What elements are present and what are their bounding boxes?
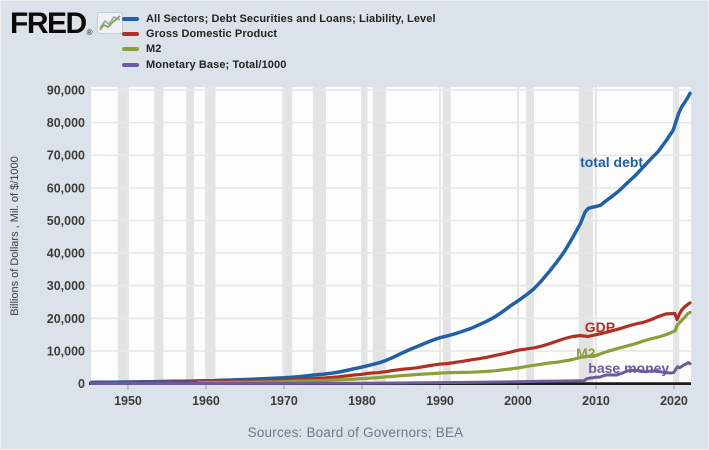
y-tick-label: 60,000 xyxy=(47,181,85,195)
recession-band xyxy=(312,87,326,383)
y-tick-label: 20,000 xyxy=(47,312,85,326)
annotation-base-money: base money xyxy=(588,360,669,376)
x-tick-label: 1970 xyxy=(270,394,298,408)
recession-band xyxy=(186,87,194,383)
recession-band xyxy=(206,87,216,383)
series-line-base-money xyxy=(89,361,692,385)
recession-band xyxy=(282,87,293,383)
legend-label: All Sectors; Debt Securities and Loans; … xyxy=(146,12,436,25)
x-tick-label: 2010 xyxy=(582,394,610,408)
recession-band xyxy=(526,87,534,383)
x-tick-label: 2000 xyxy=(504,394,532,408)
annotation-M2: M2 xyxy=(576,345,596,361)
recession-band xyxy=(442,87,451,383)
y-tick-label: 50,000 xyxy=(47,214,85,228)
recession-band xyxy=(372,87,386,383)
x-tick-label: 1990 xyxy=(426,394,454,408)
x-tick-label: 1950 xyxy=(114,394,142,408)
y-tick-label: 90,000 xyxy=(47,84,85,98)
x-tick-label: 2020 xyxy=(660,394,688,408)
plot-area[interactable] xyxy=(91,87,691,385)
y-tick-label: 80,000 xyxy=(47,116,85,130)
series-line-M2 xyxy=(196,310,692,385)
fred-logo[interactable]: FRED ® xyxy=(10,7,123,40)
x-tick-label: 1980 xyxy=(348,394,376,408)
legend-item-m2: M2 xyxy=(122,42,436,57)
registered-mark: ® xyxy=(86,28,93,37)
y-tick-label: 0 xyxy=(78,377,85,391)
recession-band xyxy=(360,87,368,383)
legend-swatch-total-debt xyxy=(122,16,139,21)
recession-band xyxy=(673,87,680,383)
y-axis-title: Billions of Dollars , Mil. of $/1000 xyxy=(9,156,21,316)
x-tick-label: 1960 xyxy=(192,394,220,408)
y-tick-label: 40,000 xyxy=(47,247,85,261)
legend-item-total-debt: All Sectors; Debt Securities and Loans; … xyxy=(122,11,436,26)
fred-sparkline-icon xyxy=(96,12,123,34)
legend-swatch-gdp xyxy=(122,32,139,37)
legend-swatch-m2 xyxy=(122,47,139,52)
y-tick-label: 70,000 xyxy=(47,149,85,163)
annotation-GDP: GDP xyxy=(585,319,615,335)
recession-band xyxy=(117,87,128,383)
recession-band xyxy=(578,87,594,383)
legend-swatch-monetary-base xyxy=(122,62,139,67)
legend-label: Gross Domestic Product xyxy=(146,28,278,41)
legend-label: M2 xyxy=(146,43,162,56)
annotation-total-debt: total debt xyxy=(580,154,643,170)
legend-item-monetary-base: Monetary Base; Total/1000 xyxy=(122,57,436,72)
legend-label: Monetary Base; Total/1000 xyxy=(146,58,287,71)
recession-band xyxy=(154,87,164,383)
legend-item-gdp: Gross Domestic Product xyxy=(122,26,436,41)
source-note: Sources: Board of Governors; BEA xyxy=(247,425,464,440)
chart-legend: All Sectors; Debt Securities and Loans; … xyxy=(122,11,436,73)
y-tick-label: 30,000 xyxy=(47,279,85,293)
y-tick-label: 10,000 xyxy=(47,344,85,358)
fred-logo-text: FRED xyxy=(10,7,87,40)
